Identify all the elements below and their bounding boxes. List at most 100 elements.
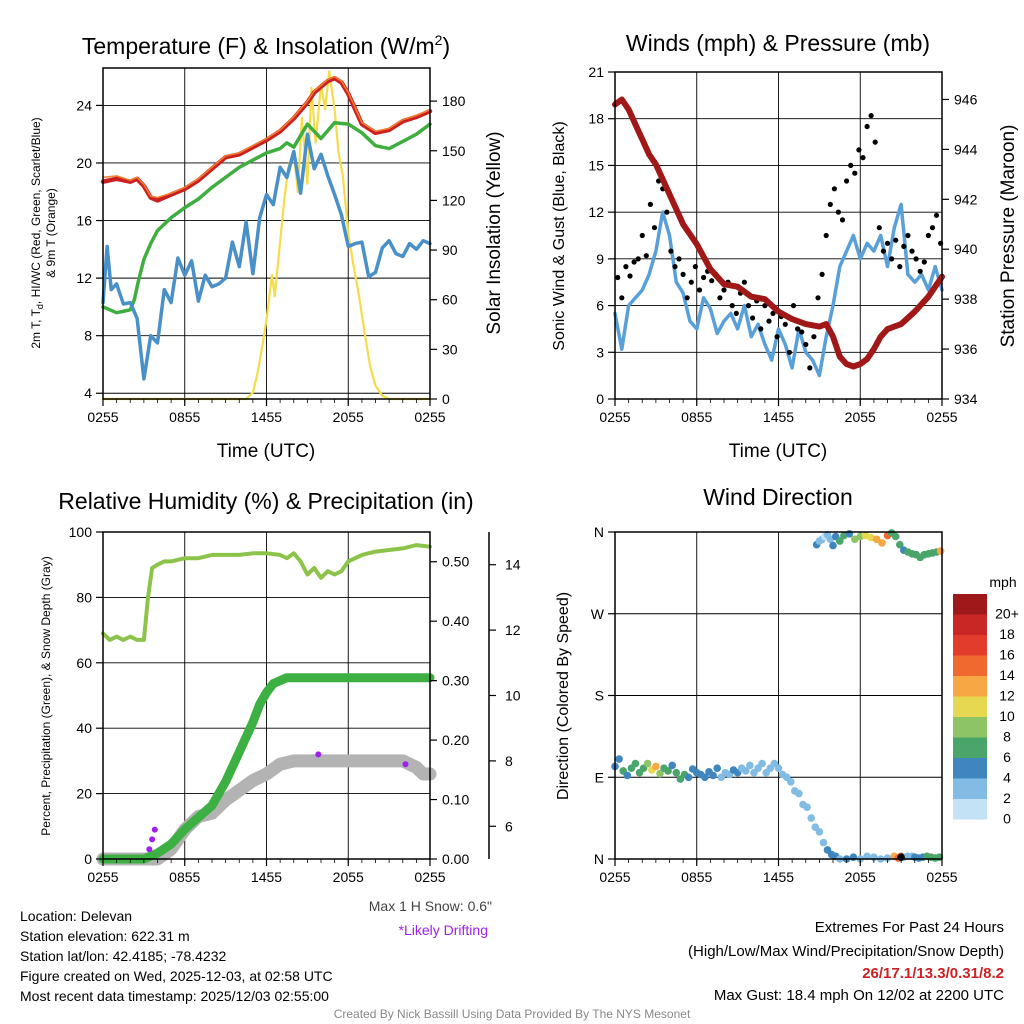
location-text: Location: Delevan — [20, 908, 133, 924]
gust-point — [831, 186, 838, 192]
gust-point — [799, 329, 805, 335]
x-tick-label: 0255 — [87, 409, 118, 425]
colorbar-swatch — [953, 676, 987, 697]
insolation-ylabel: Solar Insolation (Yellow) — [484, 131, 505, 334]
colorbar-swatch — [953, 614, 987, 635]
y-tick-label: 20 — [76, 786, 92, 802]
gust-point — [745, 303, 752, 309]
pressure-ylabel: Station Pressure (Maroon) — [998, 125, 1019, 348]
x-tick-label: 0255 — [926, 409, 957, 425]
y-tick-label: S — [595, 688, 604, 704]
gust-point — [827, 201, 833, 207]
gust-point — [905, 232, 911, 239]
x-tick-label: 2055 — [333, 869, 364, 885]
gust-point — [807, 365, 813, 371]
y-tick-label: 80 — [76, 589, 92, 605]
direction-point — [795, 789, 803, 798]
gust-point — [811, 334, 817, 340]
y-tick-label: 0 — [84, 851, 92, 867]
colorbar-swatch — [953, 717, 987, 738]
gust-point — [676, 256, 682, 262]
y2-tick-label: 30 — [442, 341, 458, 357]
gust-point — [651, 225, 658, 231]
direction-point — [758, 759, 766, 768]
direction-point — [623, 771, 632, 780]
gust-point — [770, 310, 776, 316]
direction-point — [713, 764, 721, 772]
colorbar-label: 14 — [999, 667, 1015, 683]
y-tick-label: 0 — [596, 391, 604, 407]
x-tick-label: 2055 — [333, 409, 364, 425]
winds-axes: 0255 0855 1455 2055 0255 0 3 6 9 12 15 18 21 934 936 93… — [588, 64, 977, 425]
y-tick-label: 21 — [588, 64, 604, 80]
gust-point — [864, 123, 870, 130]
colorbar-swatch — [953, 635, 987, 656]
temperature-xlabel: Time (UTC) — [217, 441, 316, 462]
winds-title: Winds (mph) & Pressure (mb) — [626, 30, 930, 56]
gust-point — [921, 259, 927, 265]
drifting-point — [315, 751, 322, 758]
y-tick-label: 4 — [84, 385, 92, 401]
gust-point — [835, 209, 842, 215]
y-tick-label: W — [591, 606, 605, 622]
gust-point — [917, 268, 923, 274]
2m-td-blue-line — [101, 132, 432, 381]
y2-tick-label: 942 — [954, 191, 978, 207]
gust-point — [701, 274, 707, 281]
x-tick-label: 2055 — [845, 869, 876, 885]
colorbar-swatch — [953, 799, 987, 820]
elevation-text: Station elevation: 622.31 m — [20, 928, 190, 944]
direction-point — [883, 854, 892, 862]
x-tick-label: 0255 — [414, 869, 445, 885]
direction-title: Wind Direction — [703, 484, 853, 510]
direction-point — [656, 769, 664, 778]
humidity-panel: Relative Humidity (%) & Precipitation (i… — [39, 488, 521, 885]
y2-tick-label: 0 — [442, 391, 450, 407]
direction-point — [836, 537, 844, 545]
x-tick-label: 1455 — [251, 869, 282, 885]
direction-panel: Wind Direction 0255 0855 1455 2055 0255 N E S W N… — [555, 484, 1019, 885]
y2-tick-label: 180 — [442, 93, 466, 109]
gust-point — [717, 295, 723, 301]
temperature-ylabel-line1: 2m T, Td, HI/WC (Red, Green, Scarlet/Blu… — [29, 117, 45, 348]
y2-tick-label: 0.40 — [442, 613, 469, 629]
direction-point — [615, 755, 623, 763]
y-tick-label: E — [595, 769, 604, 785]
gust-point — [766, 318, 772, 324]
x-tick-label: 1455 — [251, 409, 282, 425]
speed-colorbar: 20+ 18 16 14 12 10 8 6 4 2 0 — [953, 594, 1019, 826]
gust-point — [889, 256, 895, 262]
x-tick-label: 0255 — [599, 869, 630, 885]
humidity-title: Relative Humidity (%) & Precipitation (i… — [58, 488, 473, 514]
y-tick-label: 15 — [588, 157, 604, 173]
direction-point — [746, 761, 754, 770]
direction-point — [815, 828, 824, 836]
colorbar-label: 0 — [1003, 810, 1011, 826]
extremes-values: 26/17.1/13.3/0.31/8.2 — [862, 965, 1004, 982]
temperature-title: Temperature (F) & Insolation (W/m2) — [82, 32, 450, 59]
extremes-legend: (High/Low/Max Wind/Precipitation/Snow De… — [688, 943, 1004, 960]
gust-point — [795, 326, 801, 332]
x-tick-label: 0855 — [681, 869, 712, 885]
drifting-point — [151, 826, 158, 833]
y2-tick-label: 944 — [954, 141, 978, 157]
direction-point — [936, 547, 945, 555]
precipitation-line — [98, 673, 435, 864]
humidity-ylabel: Percent, Precipitation (Green), & Snow D… — [39, 556, 53, 835]
temperature-series — [100, 70, 433, 401]
winds-ylabel: Sonic Wind & Gust (Blue, Black) — [551, 121, 568, 350]
gust-point — [844, 178, 850, 184]
colorbar-swatch — [953, 737, 987, 758]
gust-point — [848, 162, 854, 168]
snow-tick-label: 8 — [505, 753, 513, 769]
direction-point — [664, 767, 672, 775]
snow-tick-label: 6 — [505, 818, 513, 834]
sonic-wind-line — [613, 202, 944, 378]
direction-point — [803, 803, 811, 811]
colorbar-swatch — [953, 594, 987, 615]
temperature-ylabel-line2: & 9m T (Orange) — [44, 188, 58, 278]
x-tick-label: 0255 — [926, 869, 957, 885]
y2-tick-label: 0.00 — [442, 851, 469, 867]
gust-point — [815, 295, 821, 301]
gust-point — [668, 248, 674, 254]
